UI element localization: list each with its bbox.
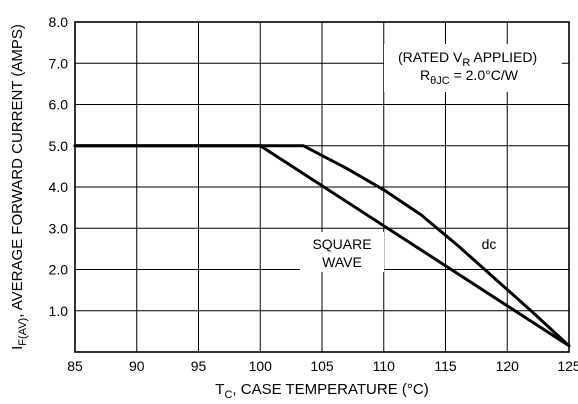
thermal-resistance-annotation: RθJC = 2.0°C/W	[420, 67, 519, 87]
x-tick-label: 110	[373, 358, 396, 374]
x-tick-label: 100	[249, 358, 273, 374]
y-tick-label: 3.0	[49, 220, 69, 236]
y-tick-label: 2.0	[49, 262, 69, 278]
dc-series-line	[73, 144, 571, 348]
y-tick-label: 5.0	[49, 138, 69, 154]
square-wave-label: SQUARE	[312, 236, 371, 252]
y-tick-label: 7.0	[49, 55, 69, 71]
square-wave-series-line	[73, 144, 571, 348]
x-tick-labels: 85 90 95 100 105 110 115 120 125	[67, 358, 578, 374]
y-tick-label: 8.0	[49, 14, 69, 30]
x-tick-label: 105	[310, 358, 334, 374]
y-tick-label: 4.0	[49, 179, 69, 195]
square-wave-label-line2: WAVE	[322, 254, 362, 270]
dc-label-bg	[476, 234, 502, 254]
x-tick-label: 115	[434, 358, 457, 374]
series-lines	[73, 144, 571, 348]
x-tick-label: 90	[129, 358, 145, 374]
y-axis-label: IF(AV), AVERAGE FORWARD CURRENT (AMPS)	[9, 24, 29, 350]
rated-voltage-annotation: (RATED VR APPLIED)	[398, 49, 537, 69]
y-tick-label: 6.0	[49, 97, 69, 113]
y-tick-label: 1.0	[49, 303, 69, 319]
rated-annotation-bg	[384, 44, 562, 92]
y-tick-labels: 1.0 2.0 3.0 4.0 5.0 6.0 7.0 8.0	[49, 14, 69, 319]
x-axis-label: TC, CASE TEMPERATURE (°C)	[215, 381, 428, 401]
dc-label: dc	[482, 236, 497, 252]
x-tick-label: 95	[191, 358, 207, 374]
square-wave-label-bg	[300, 232, 384, 272]
x-tick-label: 85	[67, 358, 83, 374]
x-tick-label: 120	[496, 358, 520, 374]
x-tick-label: 125	[557, 358, 578, 374]
